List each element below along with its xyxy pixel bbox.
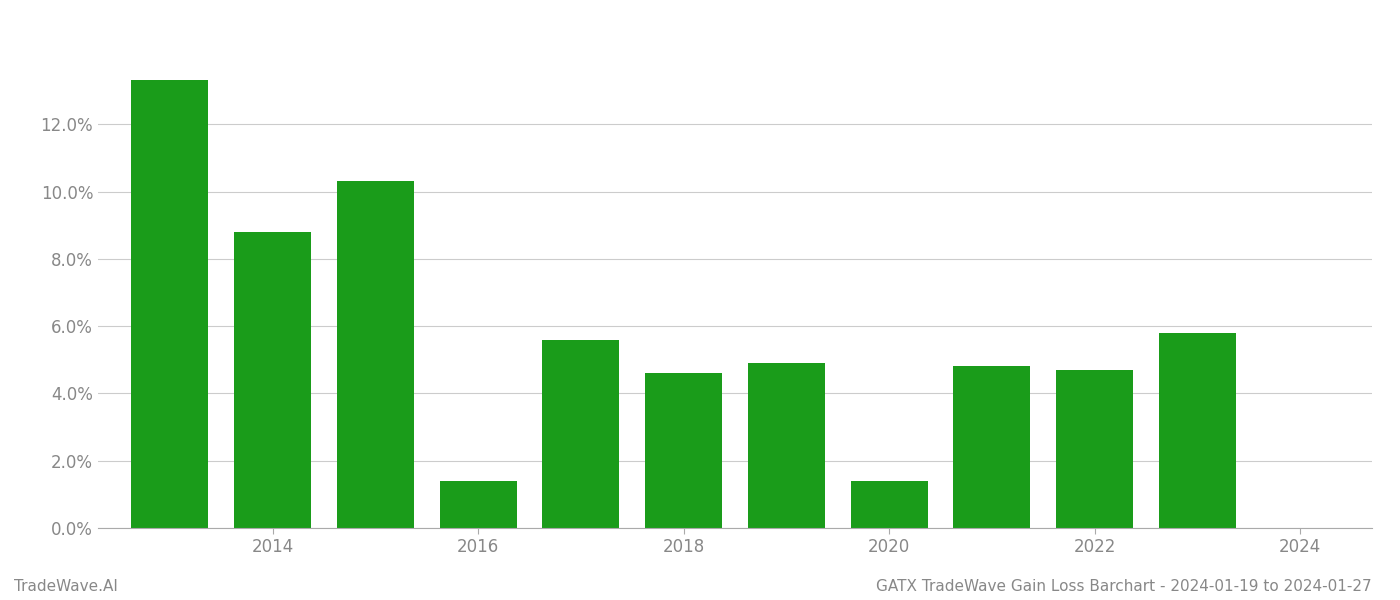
Bar [337, 181, 414, 528]
Bar [953, 367, 1030, 528]
Bar [748, 363, 825, 528]
Bar [234, 232, 311, 528]
Text: GATX TradeWave Gain Loss Barchart - 2024-01-19 to 2024-01-27: GATX TradeWave Gain Loss Barchart - 2024… [876, 579, 1372, 594]
Bar [440, 481, 517, 528]
Bar [851, 481, 928, 528]
Text: TradeWave.AI: TradeWave.AI [14, 579, 118, 594]
Bar [132, 80, 209, 528]
Bar [542, 340, 619, 528]
Bar [1056, 370, 1133, 528]
Bar [1159, 333, 1236, 528]
Bar [645, 373, 722, 528]
